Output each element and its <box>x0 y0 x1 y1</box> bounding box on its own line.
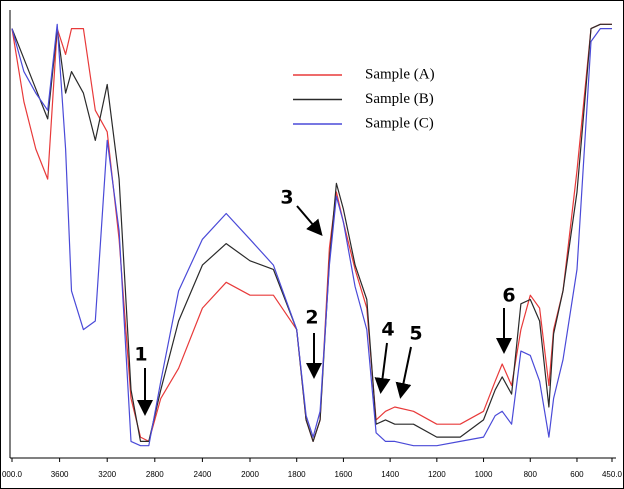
annotation-label: 1 <box>134 344 147 366</box>
annotation-label: 6 <box>502 285 515 307</box>
x-tick-label: 600 <box>570 470 584 479</box>
x-tick-label: 800 <box>524 470 538 479</box>
x-tick-label: 450.0 <box>602 470 623 479</box>
annotation-label: 4 <box>381 319 394 341</box>
x-tick-label: 1800 <box>288 470 306 479</box>
annotation-arrow <box>296 205 323 237</box>
annotation-arrow <box>374 342 391 394</box>
x-tick-label: 000.0 <box>2 470 23 479</box>
annotation-label: 3 <box>280 187 293 209</box>
legend-label: Sample (C) <box>365 115 434 131</box>
x-tick-label: 3600 <box>51 470 69 479</box>
x-tick-label: 2800 <box>146 470 164 479</box>
legend-label: Sample (A) <box>365 66 435 82</box>
spectrum-line <box>11 23 612 442</box>
annotation-label: 2 <box>305 307 318 329</box>
x-tick-label: 1200 <box>428 470 446 479</box>
legend-label: Sample (B) <box>365 91 434 107</box>
x-tick-label: 3200 <box>98 470 116 479</box>
x-tick-label: 1400 <box>381 470 399 479</box>
annotation-arrow <box>395 346 412 399</box>
x-tick-label: 2400 <box>194 470 212 479</box>
spectrum-line <box>11 23 612 447</box>
x-tick-label: 2000 <box>241 470 259 479</box>
x-tick-label: 1000 <box>475 470 493 479</box>
annotation-label: 5 <box>409 323 422 345</box>
x-tick-label: 1600 <box>335 470 353 479</box>
